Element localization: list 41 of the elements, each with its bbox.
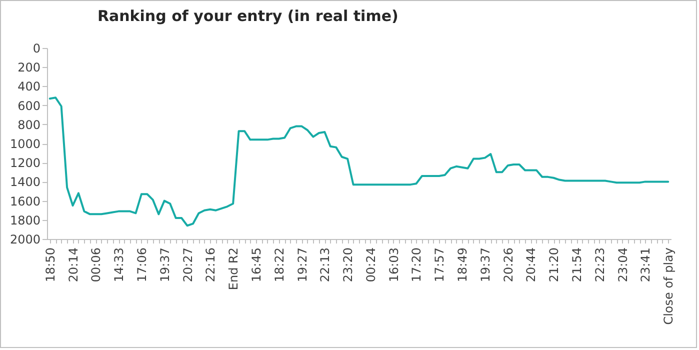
y-tick-label: 1600 bbox=[10, 194, 40, 208]
x-tick-label: 16:03 bbox=[386, 248, 401, 282]
x-tick-label: 21:54 bbox=[570, 248, 584, 282]
x-tick-label: 23:20 bbox=[341, 248, 356, 282]
y-tick-label: 0 bbox=[32, 42, 40, 56]
x-tick-label: 22:13 bbox=[318, 248, 332, 282]
y-tick-label: 1400 bbox=[10, 175, 40, 190]
x-tick-label: 22:23 bbox=[592, 248, 607, 282]
x-tick-label: 21:20 bbox=[547, 248, 562, 282]
x-tick-label: 18:49 bbox=[456, 248, 470, 282]
y-tick-label: 800 bbox=[18, 118, 40, 132]
y-tick-label: 2000 bbox=[10, 232, 40, 246]
x-tick-label: Close of play bbox=[662, 248, 676, 325]
y-tick-label: 1200 bbox=[10, 156, 40, 170]
chart-title: Ranking of your entry (in real time) bbox=[97, 7, 398, 25]
x-tick-label: 17:20 bbox=[410, 248, 424, 282]
x-tick-label: 20:26 bbox=[501, 248, 516, 282]
x-tick-label: 16:45 bbox=[249, 248, 264, 282]
line-series bbox=[48, 96, 670, 227]
x-tick-label: 17:06 bbox=[134, 248, 149, 282]
x-tick-label: 23:41 bbox=[638, 248, 653, 282]
x-tick-label: 17:57 bbox=[432, 248, 447, 282]
y-tick-label: 400 bbox=[18, 80, 40, 94]
x-tick-label: 18:22 bbox=[272, 248, 286, 282]
x-tick-label: 00:24 bbox=[364, 248, 378, 282]
y-tick-label: 200 bbox=[18, 60, 40, 75]
y-tick-label: 1000 bbox=[10, 137, 40, 151]
x-tick-label: 20:44 bbox=[524, 248, 538, 282]
x-tick-label: 19:27 bbox=[295, 248, 310, 282]
x-tick-label: 23:04 bbox=[616, 248, 630, 282]
x-tick-label: 22:16 bbox=[204, 248, 218, 282]
x-tick-label: 20:14 bbox=[66, 248, 80, 282]
x-tick-label: 19:37 bbox=[478, 248, 492, 282]
x-tick-label: 14:33 bbox=[112, 248, 126, 282]
x-tick-label: 19:37 bbox=[158, 248, 172, 282]
x-tick-label: 00:06 bbox=[89, 248, 104, 282]
x-tick-label: 20:27 bbox=[180, 248, 195, 282]
x-tick-label: End R2 bbox=[226, 248, 241, 290]
y-tick-label: 1800 bbox=[10, 213, 40, 228]
x-tick-label: 18:50 bbox=[43, 248, 58, 282]
y-tick-label: 600 bbox=[18, 98, 40, 113]
